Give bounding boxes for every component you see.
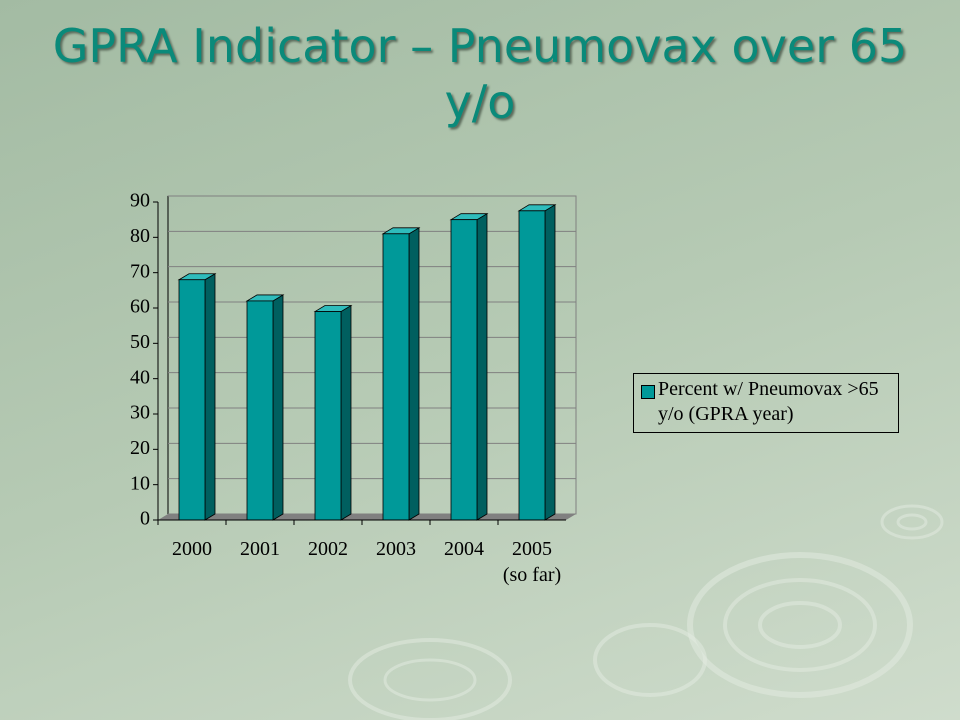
y-tick-label: 80	[130, 225, 150, 247]
bar	[177, 273, 217, 521]
y-tick-label: 20	[130, 437, 150, 459]
y-tick-label: 70	[130, 260, 150, 282]
y-tick-label: 60	[130, 296, 150, 318]
bar-side	[408, 227, 420, 521]
bar-side	[272, 294, 284, 521]
y-tick-label: 50	[130, 331, 150, 353]
x-tick-label: 2005 (so far)	[502, 538, 562, 586]
bar-front	[314, 311, 342, 521]
plot-wall	[167, 195, 577, 515]
x-tick-label: 2000	[172, 538, 212, 560]
y-tick-label: 0	[140, 508, 150, 530]
bar-side	[340, 304, 352, 521]
chart-title: GPRA Indicator – Pneumovax over 65 y/o	[52, 19, 908, 129]
bar	[245, 294, 285, 521]
legend-label: Percent w/ Pneumovax >65 y/o (GPRA year)	[658, 378, 879, 425]
legend: Percent w/ Pneumovax >65 y/o (GPRA year)	[633, 373, 899, 433]
y-tick-label: 90	[130, 190, 150, 212]
y-tick-label: 40	[130, 366, 150, 388]
bar-side	[204, 273, 216, 521]
decoration	[348, 504, 944, 720]
y-tick-label: 30	[130, 402, 150, 424]
bar-front	[518, 210, 546, 521]
plot-floor	[158, 514, 576, 520]
bar	[517, 204, 557, 521]
bar	[449, 212, 489, 521]
bar-side	[476, 212, 488, 521]
bar-front	[178, 279, 206, 521]
bar	[313, 304, 353, 521]
x-tick-label: 2004	[444, 538, 484, 560]
x-tick-label: 2001	[240, 538, 280, 560]
bar-front	[246, 300, 274, 521]
bar-front	[450, 219, 478, 521]
bar-front	[382, 233, 410, 521]
x-tick-label: 2002	[308, 538, 348, 560]
bar-side	[544, 204, 556, 521]
bar	[381, 227, 421, 521]
y-tick-label: 10	[130, 472, 150, 494]
x-tick-label: 2003	[376, 538, 416, 560]
legend-swatch	[641, 385, 655, 399]
